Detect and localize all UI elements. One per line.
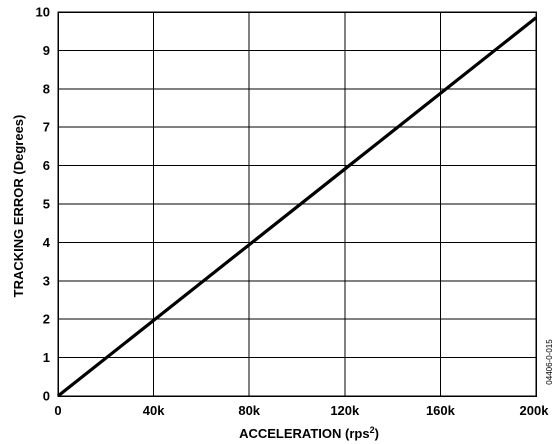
y-tick-label: 6 xyxy=(43,158,50,173)
plot-frame xyxy=(57,11,537,397)
tracking-error-line xyxy=(57,16,537,398)
y-tick-labels: 0 1 2 3 4 5 6 7 8 9 10 xyxy=(36,5,51,404)
y-tick-label: 10 xyxy=(36,5,50,20)
x-tick-label: 40k xyxy=(143,403,165,418)
y-tick-label: 1 xyxy=(43,350,50,365)
figure-id-label: 04406-0-015 xyxy=(545,339,554,385)
x-tick-label: 80k xyxy=(238,403,260,418)
x-axis-title: ACCELERATION (rps2) xyxy=(239,425,379,441)
series-layer xyxy=(57,16,537,398)
y-tick-label: 0 xyxy=(43,389,50,404)
x-tick-label: 200k xyxy=(520,403,550,418)
y-tick-label: 7 xyxy=(43,120,50,135)
x-axis-title-close: ) xyxy=(375,426,379,441)
x-tick-label: 160k xyxy=(426,403,456,418)
x-axis-title-superscript: 2 xyxy=(370,425,375,435)
y-tick-label: 8 xyxy=(43,81,50,96)
x-tick-label: 120k xyxy=(330,403,360,418)
y-tick-label: 3 xyxy=(43,273,50,288)
x-axis-title-text: ACCELERATION (rps xyxy=(239,426,369,441)
y-axis-title: TRACKING ERROR (Degrees) xyxy=(11,115,26,298)
x-tick-labels: 0 40k 80k 120k 160k 200k xyxy=(54,403,549,418)
y-tick-label: 9 xyxy=(43,43,50,58)
y-tick-label: 4 xyxy=(43,235,51,250)
y-tick-label: 2 xyxy=(43,312,50,327)
y-tick-label: 5 xyxy=(43,197,50,212)
x-tick-label: 0 xyxy=(54,403,61,418)
